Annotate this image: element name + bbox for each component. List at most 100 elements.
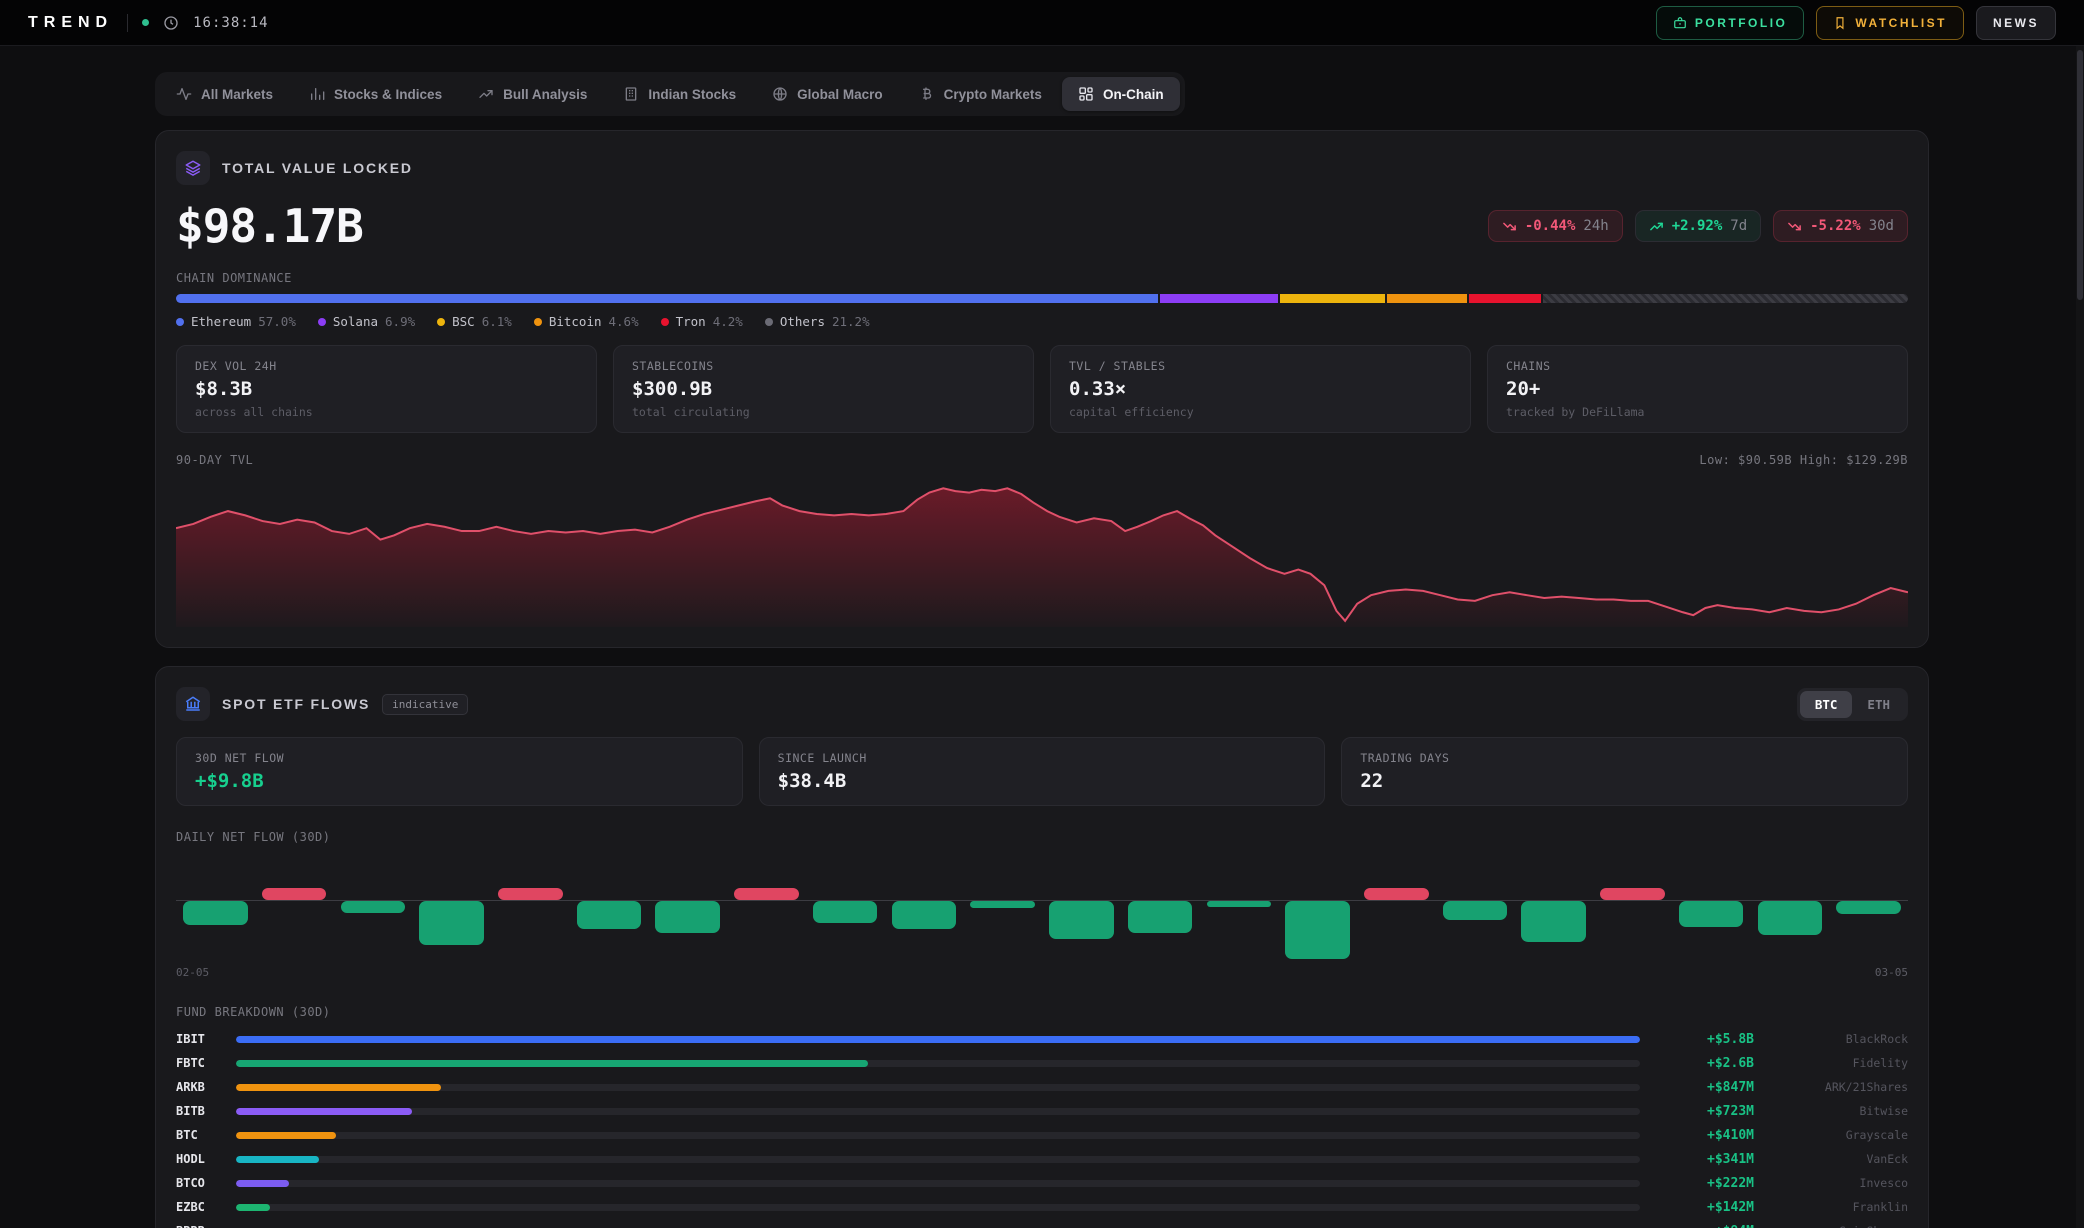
legend-pct: 4.6% [609,314,639,329]
tab-global-macro[interactable]: Global Macro [756,77,899,111]
flow-bar-11 [970,901,1035,908]
portfolio-label: PORTFOLIO [1695,16,1788,30]
flow-bar-9 [813,901,878,923]
portfolio-button[interactable]: PORTFOLIO [1656,6,1805,40]
flow-bar-10 [892,901,957,929]
all-markets-tab-icon [176,86,192,102]
dominance-segment-ethereum [176,294,1158,303]
etf-card: SPOT ETF FLOWS indicative BTC ETH 30D NE… [155,666,1929,1228]
indicative-chip: indicative [382,694,468,715]
etf-stat-since-launch: SINCE LAUNCH$38.4B [759,737,1326,806]
legend-pct: 6.9% [385,314,415,329]
watchlist-button[interactable]: WATCHLIST [1816,6,1964,40]
flow-bar-21 [1758,901,1823,935]
legend-name: BSC [452,314,475,329]
fund-value: +$410M [1654,1128,1754,1143]
asset-toggle: BTC ETH [1797,688,1908,721]
fund-value: +$94M [1654,1224,1754,1228]
fund-bar-track [236,1084,1640,1091]
fund-issuer: Grayscale [1768,1128,1908,1142]
stat-sub: capital efficiency [1069,405,1452,419]
legend-dot [765,318,773,326]
stat-sub: across all chains [195,405,578,419]
bookmark-icon [1833,16,1847,30]
scrollbar-thumb[interactable] [2077,50,2083,300]
badge-value: -0.44% [1525,218,1576,234]
stat-value: +$9.8B [195,770,724,792]
flow-axis-start: 02-05 [176,966,209,979]
tab-indian-stocks[interactable]: Indian Stocks [607,77,752,111]
fund-issuer: ARK/21Shares [1768,1080,1908,1094]
fund-bar-track [236,1180,1640,1187]
fund-bar-track [236,1108,1640,1115]
bull-analysis-tab-icon [478,86,494,102]
stat-label: CHAINS [1506,359,1889,373]
fund-ticker: BITB [176,1104,222,1118]
dominance-segment-bsc [1280,294,1385,303]
flow-bar-16 [1364,888,1429,900]
fund-bar-track [236,1132,1640,1139]
flow-bar-4 [419,901,484,945]
fund-issuer: Fidelity [1768,1056,1908,1070]
tab-all-markets[interactable]: All Markets [160,77,289,111]
dominance-segment-solana [1160,294,1279,303]
chain-dominance-bar [176,294,1908,303]
tvl-card-title: TOTAL VALUE LOCKED [222,160,413,176]
layers-icon [176,151,210,185]
tvl-badge-24h: -0.44%24h [1488,210,1623,242]
etf-stats-grid: 30D NET FLOW+$9.8BSINCE LAUNCH$38.4BTRAD… [176,737,1908,806]
tab-on-chain[interactable]: On-Chain [1062,77,1180,111]
flow-bar-1 [183,901,248,925]
legend-name: Others [780,314,825,329]
toggle-btc[interactable]: BTC [1800,691,1853,718]
legend-dot [437,318,445,326]
tab-crypto-markets[interactable]: Crypto Markets [903,77,1058,111]
fund-bar-fill [236,1084,441,1091]
fund-value: +$142M [1654,1200,1754,1215]
badge-period: 30d [1869,218,1894,234]
legend-pct: 4.2% [713,314,743,329]
chain-dominance-legend: Ethereum57.0%Solana6.9%BSC6.1%Bitcoin4.6… [176,314,1908,329]
fund-bar-track [236,1060,1640,1067]
legend-dot [534,318,542,326]
fund-ticker: EZBC [176,1200,222,1214]
scrollbar[interactable] [2076,46,2084,1228]
legend-ethereum: Ethereum57.0% [176,314,296,329]
fund-ticker: BTC [176,1128,222,1142]
flow-bar-5 [498,888,563,900]
tvl-stat-tvl-stables: TVL / STABLES0.33×capital efficiency [1050,345,1471,433]
tvl-badge-30d: -5.22%30d [1773,210,1908,242]
flow-bar-6 [577,901,642,929]
tab-bull-analysis[interactable]: Bull Analysis [462,77,603,111]
legend-others: Others21.2% [765,314,870,329]
trend-down-icon [1787,219,1802,234]
flow-bar-18 [1521,901,1586,942]
brand-logo: TREND [28,14,113,32]
fund-issuer: CoinShares [1768,1224,1908,1228]
fund-ticker: FBTC [176,1056,222,1070]
news-label: NEWS [1993,16,2039,30]
trend-up-icon [1649,219,1664,234]
on-chain-tab-icon [1078,86,1094,102]
fund-bar-fill [236,1132,336,1139]
tab-bar: All MarketsStocks & IndicesBull Analysis… [155,72,1185,116]
stat-label: STABLECOINS [632,359,1015,373]
stat-value: $300.9B [632,378,1015,400]
tab-label: Crypto Markets [944,87,1042,102]
tvl-range-label: Low: $90.59B High: $129.29B [1699,453,1908,467]
fund-row-btco: BTCO+$222MInvesco [176,1171,1908,1195]
indian-stocks-tab-icon [623,86,639,102]
top-bar: TREND 16:38:14 PORTFOLIO WATCHLIST NEWS [0,0,2084,46]
fund-issuer: Invesco [1768,1176,1908,1190]
tvl-badge-7d: +2.92%7d [1635,210,1761,242]
stat-value: $38.4B [778,770,1307,792]
fund-ticker: BRRR [176,1224,222,1228]
fund-value: +$723M [1654,1104,1754,1119]
toggle-eth[interactable]: ETH [1852,691,1905,718]
flow-bar-22 [1836,901,1901,914]
news-button[interactable]: NEWS [1976,6,2056,40]
fund-row-hodl: HODL+$341MVanEck [176,1147,1908,1171]
fund-value: +$847M [1654,1080,1754,1095]
tab-stocks-indices[interactable]: Stocks & Indices [293,77,458,111]
watchlist-label: WATCHLIST [1855,16,1947,30]
